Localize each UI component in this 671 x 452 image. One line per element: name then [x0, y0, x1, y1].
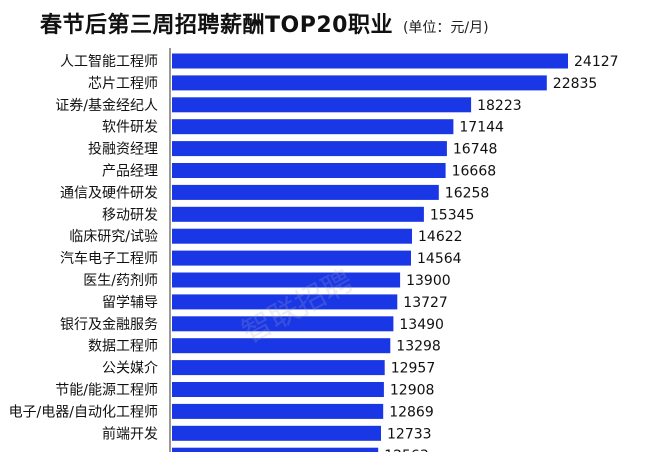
bar-3 [172, 97, 472, 113]
category-label-8: 移动研发 [102, 207, 158, 223]
bar-value-label-7: 16258 [445, 185, 490, 201]
bar-14 [172, 338, 391, 354]
category-label-14: 数据工程师 [88, 339, 158, 355]
bar-value-label-14: 13298 [396, 339, 441, 355]
chart-title: 春节后第三周招聘薪酬TOP20职业 [40, 13, 393, 38]
category-label-10: 汽车电子工程师 [60, 250, 158, 267]
bar-8 [172, 206, 424, 222]
bar-value-label-1: 24127 [574, 54, 619, 70]
bar-value-label-8: 15345 [430, 207, 475, 223]
bar-value-label-9: 14622 [418, 229, 463, 245]
category-label-4: 软件研发 [102, 120, 158, 136]
category-label-13: 银行及金融服务 [60, 317, 158, 333]
bar-7 [172, 184, 439, 200]
bar-18 [172, 425, 381, 441]
bar-value-label-13: 13490 [399, 317, 444, 333]
category-label-16: 节能/能源工程师 [55, 383, 158, 399]
bar-value-label-15: 12957 [391, 361, 436, 377]
category-label-18: 前端开发 [102, 425, 158, 442]
category-label-5: 投融资经理 [88, 142, 158, 158]
bar-10 [172, 250, 411, 266]
bar-9 [172, 228, 412, 244]
category-label-12: 留学辅导 [102, 295, 158, 311]
category-label-9: 临床研究/试验 [69, 229, 158, 245]
bar-16 [172, 382, 384, 397]
bar-value-label-19: 12563 [384, 448, 429, 452]
bar-value-label-17: 12869 [389, 404, 434, 420]
category-label-6: 产品经理 [102, 164, 158, 180]
category-label-3: 证券/基金经纪人 [55, 97, 158, 114]
bar-13 [172, 316, 394, 332]
bar-value-label-3: 18223 [477, 98, 522, 114]
bar-2 [172, 75, 547, 91]
chart-unit: (单位：元/月) [402, 20, 489, 36]
category-label-2: 芯片工程师 [88, 76, 158, 92]
bar-value-label-16: 12908 [390, 383, 435, 399]
bar-value-label-12: 13727 [403, 295, 448, 311]
chart-title-block: 春节后第三周招聘薪酬TOP20职业 (单位：元/月) [40, 8, 489, 44]
bar-17 [172, 403, 384, 419]
bar-value-label-18: 12733 [387, 426, 432, 442]
category-label-7: 通信及硬件研发 [60, 185, 158, 201]
category-label-1: 人工智能工程师 [60, 54, 158, 70]
bar-12 [172, 294, 398, 310]
category-label-17: 电子/电器/自动化工程师 [9, 404, 158, 420]
bar-value-label-11: 13900 [406, 273, 451, 289]
bar-19 [172, 447, 379, 452]
category-label-11: 医生/药剂师 [83, 273, 158, 289]
bar-value-label-5: 16748 [453, 142, 498, 158]
bar-6 [172, 163, 446, 178]
category-label-15: 公关媒介 [102, 361, 158, 377]
bar-11 [172, 272, 401, 288]
bar-4 [172, 119, 454, 135]
bar-15 [172, 360, 385, 376]
bar-value-label-6: 16668 [452, 164, 497, 180]
bar-value-label-10: 14564 [417, 251, 462, 267]
bar-5 [172, 141, 447, 157]
bar-1 [172, 53, 568, 69]
bar-value-label-4: 17144 [459, 120, 504, 136]
bar-value-label-2: 22835 [553, 76, 598, 92]
